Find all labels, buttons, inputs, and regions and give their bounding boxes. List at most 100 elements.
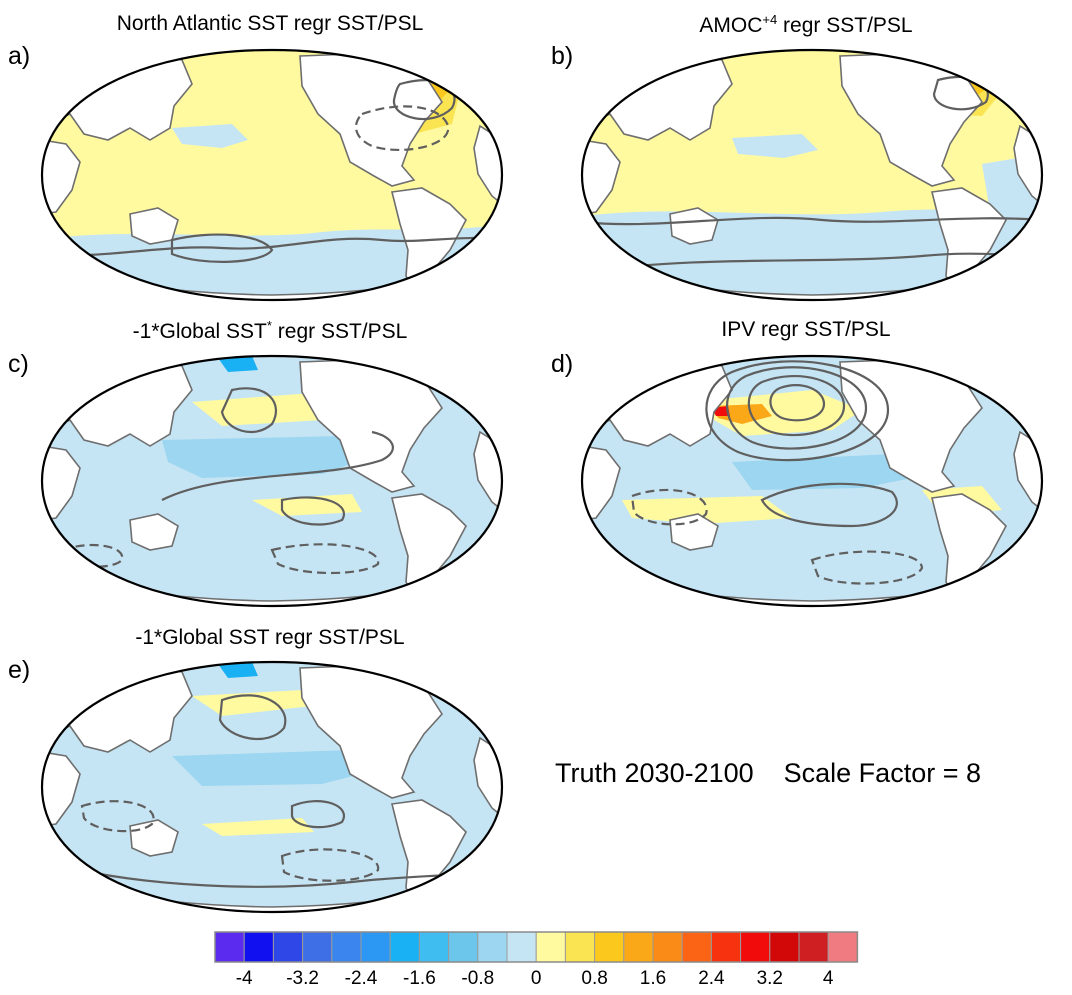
arctic-cool-fill — [218, 662, 258, 678]
africa-landmass-west — [1013, 124, 1042, 206]
psl-high-north-pacific-contour — [218, 694, 287, 741]
map-a — [40, 48, 504, 302]
australia-landmass — [669, 207, 719, 245]
australia-landmass — [129, 513, 179, 551]
annotation: Truth 2030-2100 Scale Factor = 8 — [555, 758, 981, 789]
colorbar-cell — [418, 931, 450, 963]
psl-high-ring-1-contour — [769, 384, 826, 422]
africa-landmass-west — [473, 124, 502, 206]
colorbar-cell — [681, 931, 712, 963]
colorbar-tick-label: 0 — [531, 968, 542, 989]
africa-landmass-east — [582, 445, 621, 521]
colorbar-tick-label: -3.2 — [286, 968, 319, 989]
colorbar-tick-label: 1.6 — [640, 968, 666, 989]
colorbar-cell — [214, 931, 245, 963]
psl-tropical-contour — [161, 430, 394, 501]
map-e — [40, 660, 504, 914]
greenland-landmass — [434, 663, 479, 701]
equatorial-cool-fill — [732, 454, 912, 490]
tropical-pacific-cool-fill — [162, 436, 362, 478]
colorbar-cell — [302, 931, 333, 963]
arctic-cool-fill — [218, 356, 258, 372]
map-d — [580, 354, 1044, 608]
colorbar-cell — [506, 931, 537, 963]
psl-high-north-pacific-contour — [220, 387, 278, 434]
psl-zero-line-contour — [42, 236, 502, 257]
greenland-landmass — [974, 51, 1019, 89]
panel-title: -1*Global SST regr SST/PSL — [135, 626, 405, 649]
colorbar-cell — [243, 931, 274, 963]
psl-low-south-pacific-contour — [280, 848, 380, 882]
colorbar-tick-label: 0.8 — [581, 968, 607, 989]
colorbar-tick-label: 4 — [823, 968, 834, 989]
south-pacific-warm-fill — [252, 494, 362, 516]
psl-low-north-atlantic-contour — [354, 105, 450, 152]
colorbar-frame — [214, 931, 859, 963]
panel-label: d) — [551, 350, 574, 378]
africa-landmass-west — [473, 430, 502, 512]
panel-label: e) — [8, 656, 31, 684]
colorbar-cell — [710, 931, 742, 963]
psl-tropical-contour — [290, 800, 345, 829]
psl-high-ring-3-contour — [725, 366, 868, 450]
colorbar-cell — [652, 931, 683, 963]
greenland-landmass — [974, 357, 1019, 395]
psl-tropical-contour — [760, 482, 898, 528]
colorbar-cell — [389, 931, 420, 963]
greenland-landmass — [434, 51, 479, 89]
globe-outline — [40, 48, 504, 302]
australia-landmass — [129, 819, 179, 857]
panel-label: b) — [551, 42, 574, 70]
globe-outline — [40, 660, 504, 914]
colorbar-cell — [594, 931, 625, 963]
globe-outline — [40, 354, 504, 608]
colorbar-tick-label: 3.2 — [757, 968, 783, 989]
tropical-pacific-cool-fill — [172, 124, 248, 148]
colorbar-cell — [448, 931, 479, 963]
colorbar-cell — [740, 931, 771, 963]
greenland-landmass — [434, 357, 479, 395]
colorbar-tick-label: -2.4 — [345, 968, 378, 989]
colorbar-cell — [769, 931, 800, 963]
psl-zero-line-contour — [582, 216, 1042, 226]
panel-title: AMOC+4 regr SST/PSL — [699, 12, 913, 37]
colorbar-cell — [623, 931, 654, 963]
panel-label: c) — [8, 350, 29, 378]
tropical-pacific-cool-fill — [732, 134, 818, 158]
colorbar-cell — [535, 931, 566, 963]
psl-low-indian-contour — [80, 800, 155, 833]
colorbar-cell — [360, 931, 391, 963]
psl-high-south-pacific-contour — [170, 233, 274, 263]
psl-low-indian-contour — [630, 488, 708, 526]
africa-landmass-east — [42, 445, 81, 521]
colorbar-cell — [827, 931, 858, 963]
psl-low-south-pacific-contour — [810, 550, 924, 585]
panel-title: North Atlantic SST regr SST/PSL — [116, 12, 424, 35]
tropical-pacific-cool-fill — [172, 750, 368, 786]
colorbar-cell — [798, 931, 829, 963]
colorbar-cell — [477, 931, 508, 963]
africa-landmass-east — [42, 139, 81, 215]
map-b — [580, 48, 1044, 302]
psl-high-ring-2-contour — [747, 375, 846, 437]
africa-landmass-east — [582, 139, 621, 215]
colorbar-tick-label: -0.8 — [461, 968, 494, 989]
panel-title: -1*Global SST* regr SST/PSL — [132, 318, 408, 343]
africa-landmass-west — [473, 736, 502, 818]
colorbar-cell — [272, 931, 304, 963]
colorbar-cell — [564, 931, 596, 963]
psl-high-ring-4-contour — [705, 360, 890, 462]
africa-landmass-east — [42, 751, 81, 827]
map-c — [40, 354, 504, 608]
colorbar-tick-label: -4 — [236, 968, 253, 989]
globe-outline — [580, 354, 1044, 608]
south-pacific-warm-fill — [622, 496, 792, 524]
colorbar-tick-label: -1.6 — [403, 968, 436, 989]
panel-label: a) — [8, 42, 31, 70]
psl-low-south-pacific-contour — [270, 543, 380, 575]
colorbar-tick-label: 2.4 — [698, 968, 725, 989]
period-label: Truth 2030-2100 — [555, 758, 754, 788]
south-pacific-warm-fill — [202, 818, 314, 836]
colorbar-cell — [331, 931, 362, 963]
globe-outline — [580, 48, 1044, 302]
